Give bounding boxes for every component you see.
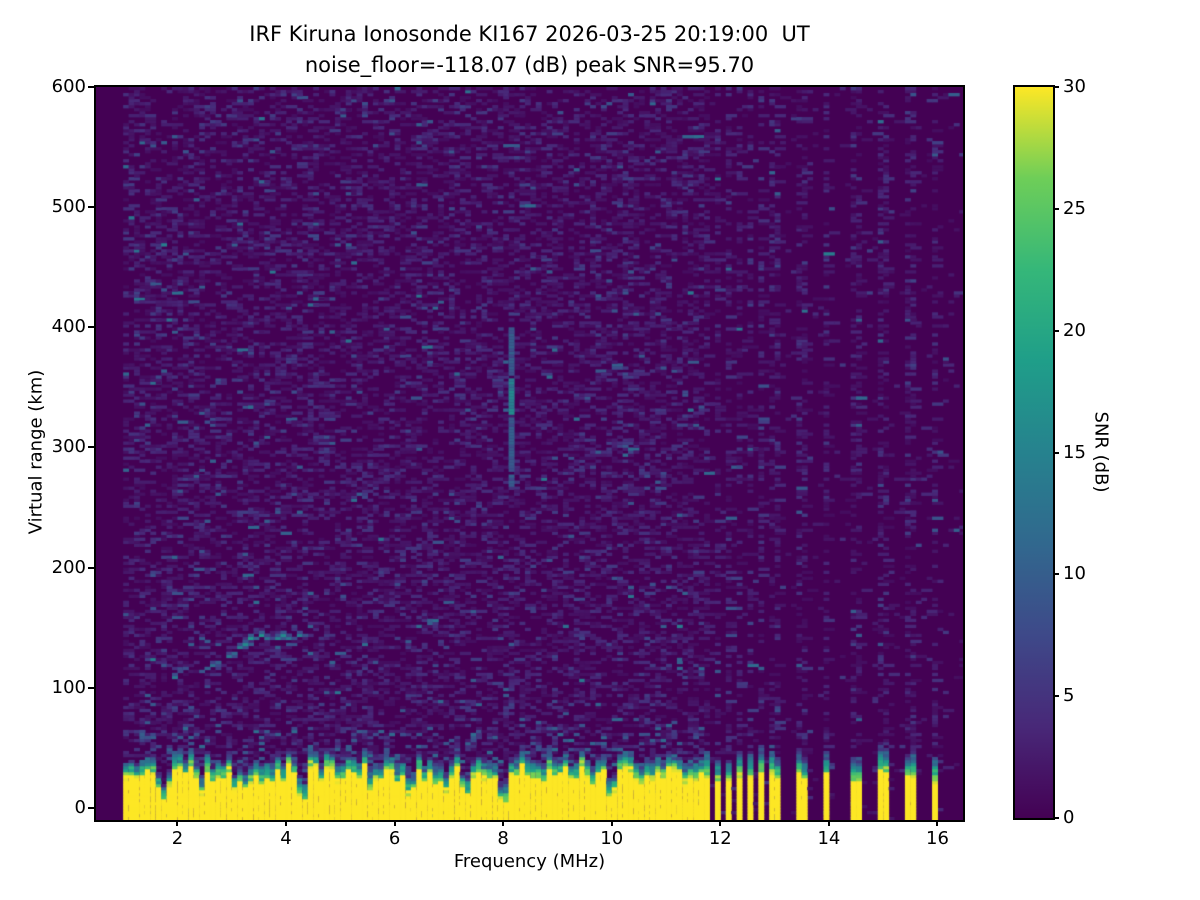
y-tick-label: 500 — [51, 196, 86, 218]
x-tick — [285, 820, 287, 826]
y-tick — [88, 806, 94, 809]
y-tick — [88, 566, 94, 569]
y-tick — [88, 206, 94, 209]
colorbar-gradient — [1015, 87, 1053, 818]
y-tick — [88, 326, 94, 329]
x-tick-label: 6 — [388, 828, 401, 849]
y-tick-label: 200 — [51, 556, 86, 578]
x-tick — [610, 820, 613, 826]
colorbar-tick — [1053, 695, 1059, 698]
y-tick-label: 600 — [51, 76, 86, 97]
x-tick-label: 4 — [280, 828, 292, 849]
x-tick-label: 14 — [817, 828, 841, 849]
y-tick — [88, 686, 94, 689]
y-tick-label: 100 — [51, 676, 86, 698]
y-tick-label: 0 — [74, 796, 86, 818]
colorbar-tick-label: 30 — [1063, 76, 1086, 97]
x-tick-label: 2 — [171, 828, 184, 849]
x-tick-label: 10 — [600, 828, 624, 849]
plot-area — [94, 85, 965, 822]
x-tick — [827, 820, 830, 826]
x-tick — [393, 820, 396, 826]
colorbar-tick — [1053, 86, 1059, 88]
colorbar-tick-label: 15 — [1063, 441, 1086, 463]
colorbar-tick-label: 0 — [1063, 807, 1075, 828]
x-tick-label: 12 — [708, 828, 732, 849]
plot-title: IRF Kiruna Ionosonde KI167 2026-03-25 20… — [249, 22, 810, 46]
colorbar-tick-label: 25 — [1063, 197, 1086, 219]
colorbar-tick — [1053, 573, 1059, 576]
x-tick — [936, 820, 939, 826]
colorbar-tick — [1053, 817, 1059, 819]
x-tick-label: 16 — [926, 828, 949, 849]
y-tick-label: 300 — [51, 436, 86, 458]
x-tick-label: 8 — [497, 828, 509, 849]
y-tick-label: 400 — [51, 316, 86, 338]
colorbar-tick — [1053, 329, 1059, 332]
colorbar-tick — [1053, 207, 1059, 210]
y-tick — [88, 86, 94, 88]
colorbar-tick-label: 20 — [1063, 319, 1086, 341]
colorbar-tick-label: 5 — [1063, 685, 1075, 707]
x-tick — [176, 820, 179, 826]
ionogram-heatmap — [96, 87, 963, 820]
x-axis-label: Frequency (MHz) — [453, 851, 606, 872]
x-tick — [502, 820, 505, 826]
colorbar-tick — [1053, 451, 1059, 454]
colorbar — [1013, 85, 1055, 820]
x-tick — [719, 820, 722, 826]
colorbar-tick-label: 10 — [1063, 563, 1086, 585]
y-tick — [88, 446, 94, 449]
plot-subtitle: noise_floor=-118.07 (dB) peak SNR=95.70 — [304, 53, 755, 77]
colorbar-label: SNR (dB) — [1090, 411, 1112, 493]
